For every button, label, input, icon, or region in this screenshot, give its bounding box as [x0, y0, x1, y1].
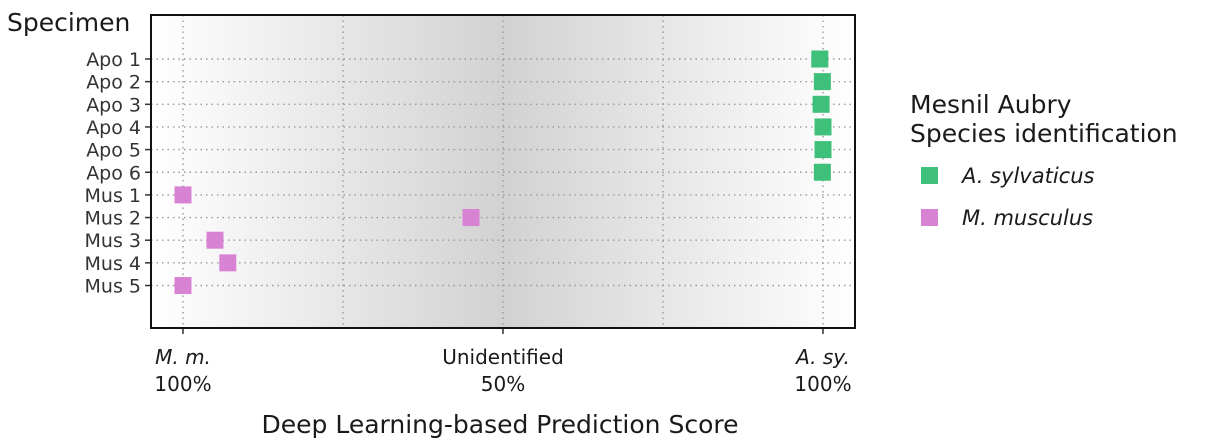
x-tick-category-label: A. sy.: [794, 345, 850, 369]
data-point: [813, 73, 831, 91]
x-tick-percent-label: 100%: [154, 372, 211, 396]
data-point: [813, 163, 831, 181]
data-point: [462, 209, 480, 227]
y-tick-label: Apo 6: [86, 162, 141, 184]
x-tick-percent-label: 100%: [794, 372, 851, 396]
y-tick-label: Mus 4: [85, 253, 141, 275]
plot-background: [151, 15, 855, 328]
legend-swatch: [921, 209, 938, 226]
y-tick-label: Apo 5: [86, 140, 141, 162]
legend-title-line2: Species identification: [910, 119, 1178, 148]
y-tick-label: Apo 3: [86, 94, 141, 116]
y-tick-label: Apo 1: [86, 49, 141, 71]
data-point: [812, 95, 830, 113]
data-point: [814, 141, 832, 159]
x-tick-category-label: M. m.: [155, 345, 211, 369]
data-point: [174, 186, 192, 204]
y-tick-label: Mus 5: [85, 276, 141, 298]
y-tick-label: Mus 1: [85, 185, 141, 207]
legend-title-line1: Mesnil Aubry: [910, 90, 1072, 119]
y-axis-title: Specimen: [7, 8, 130, 37]
y-tick-label: Mus 2: [85, 208, 141, 230]
legend-label: M. musculus: [962, 206, 1093, 230]
legend: Mesnil Aubry Species identification A. s…: [910, 90, 1178, 230]
data-point: [206, 231, 224, 249]
y-tick-label: Apo 4: [86, 117, 141, 139]
data-point: [811, 50, 829, 68]
y-tick-label: Apo 2: [86, 72, 141, 94]
x-axis-labels: M. m. 100% Unidentified 50% A. sy. 100%: [154, 345, 851, 396]
plot-frame: [150, 14, 856, 329]
legend-swatch: [921, 167, 938, 184]
x-axis-title: Deep Learning-based Prediction Score: [262, 410, 739, 439]
data-point: [814, 118, 832, 136]
y-tick-label: Mus 3: [85, 230, 141, 252]
data-point: [219, 254, 237, 272]
grid-lines: [151, 15, 855, 328]
x-tick-percent-label: 50%: [481, 372, 525, 396]
data-points: [174, 50, 832, 294]
legend-label: A. sylvaticus: [960, 164, 1095, 188]
plot-gradient-background: [151, 15, 855, 328]
data-point: [174, 277, 192, 294]
x-tick-category-label: Unidentified: [442, 345, 564, 369]
